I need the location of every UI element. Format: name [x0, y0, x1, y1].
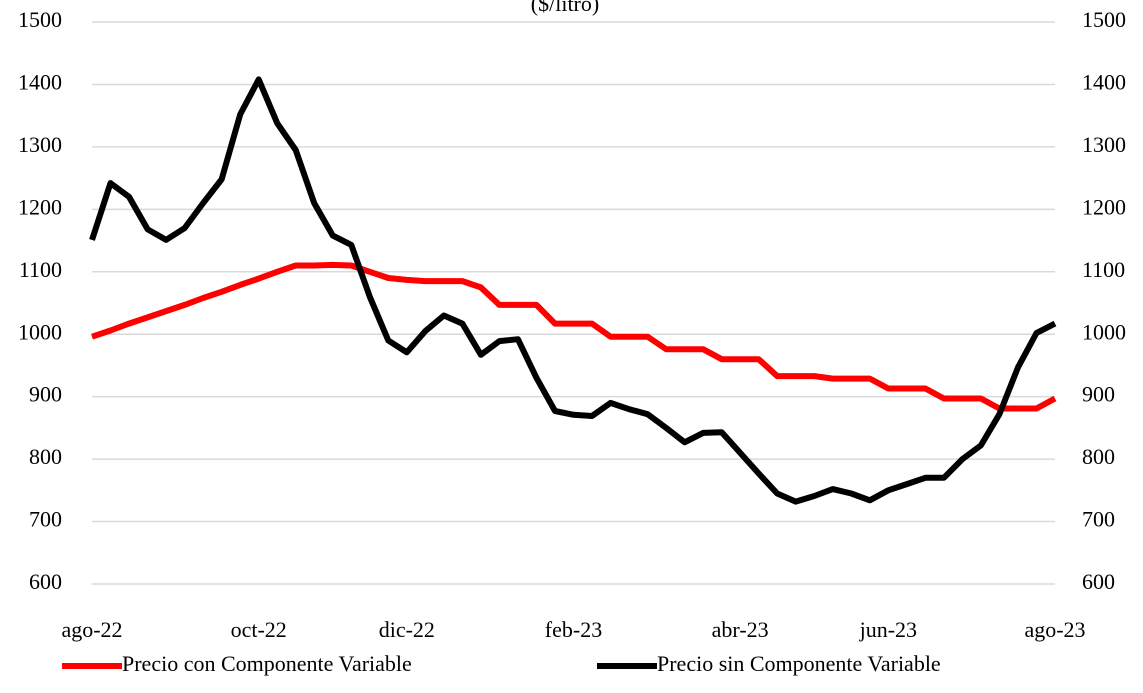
y-tick-label: 600 [29, 569, 62, 594]
y2-tick-label: 800 [1082, 444, 1115, 469]
x-tick-label: ago-23 [1024, 617, 1085, 642]
y-tick-label: 900 [29, 382, 62, 407]
x-tick-label: oct-22 [231, 617, 287, 642]
y2-tick-label: 1100 [1082, 257, 1125, 282]
legend-label: Precio sin Componente Variable [657, 651, 941, 676]
y-tick-label: 1200 [18, 194, 62, 219]
y-tick-label: 1400 [18, 69, 62, 94]
y2-tick-label: 1400 [1082, 69, 1126, 94]
x-tick-label: jun-23 [859, 617, 917, 642]
y-tick-label: 800 [29, 444, 62, 469]
y-tick-label: 1100 [19, 257, 62, 282]
chart-title: ($/litro) [531, 0, 599, 16]
x-tick-label: dic-22 [379, 617, 435, 642]
x-tick-label: abr-23 [712, 617, 769, 642]
y2-tick-label: 1500 [1082, 7, 1126, 32]
y2-tick-label: 900 [1082, 382, 1115, 407]
line-series [89, 76, 1057, 505]
y2-tick-label: 700 [1082, 507, 1115, 532]
y-tick-label: 700 [29, 507, 62, 532]
y2-tick-label: 1300 [1082, 132, 1126, 157]
x-tick-label: feb-23 [545, 617, 602, 642]
y-tick-label: 1500 [18, 7, 62, 32]
y2-tick-label: 600 [1082, 569, 1115, 594]
x-tick-label: ago-22 [61, 617, 122, 642]
y-tick-label: 1300 [18, 132, 62, 157]
y-tick-label: 1000 [18, 319, 62, 344]
line-series [91, 261, 1057, 412]
legend-label: Precio con Componente Variable [122, 651, 412, 676]
y2-tick-label: 1200 [1082, 194, 1126, 219]
y2-tick-label: 1000 [1082, 319, 1126, 344]
